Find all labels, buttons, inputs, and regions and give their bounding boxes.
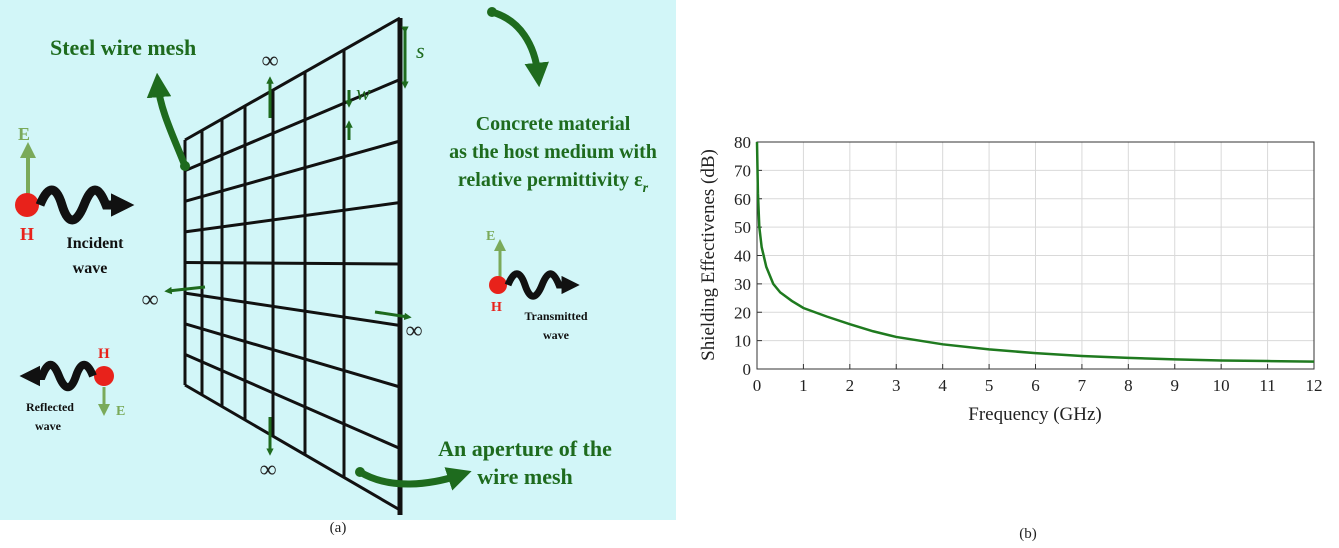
x-tick-label: 2: [846, 376, 855, 395]
host-text: as the host medium with: [449, 141, 657, 163]
x-tick-label: 4: [938, 376, 947, 395]
panel-background: [0, 0, 676, 520]
y-tick-label: 80: [734, 133, 751, 152]
wire-mesh: [183, 16, 403, 515]
h-label: H: [20, 224, 34, 244]
y-axis-label: Shielding Effectivenes (dB): [698, 149, 719, 361]
y-tick-label: 40: [734, 247, 751, 266]
wave-label: Incident: [67, 235, 125, 252]
pointer-arrow: [146, 72, 189, 168]
x-tick-label: 7: [1078, 376, 1087, 395]
pointer-arrow: [358, 467, 472, 491]
caption: (a): [330, 520, 347, 536]
h-field-dot: [94, 366, 114, 386]
host-text: relative permittivity ε: [458, 169, 643, 191]
infinity-label: ∞: [405, 318, 422, 344]
infinity-label: ∞: [259, 457, 276, 483]
infinity-label: ∞: [261, 48, 278, 74]
x-tick-label: 6: [1031, 376, 1040, 395]
width-label: w: [356, 80, 371, 105]
caption: (b): [1019, 526, 1037, 542]
spacing-label: s: [416, 38, 425, 63]
reflected-wave: [19, 360, 97, 392]
incident-wave: [35, 185, 135, 225]
aperture-text: An aperture of the: [438, 436, 612, 461]
y-tick-label: 30: [734, 275, 751, 294]
y-tick-label: 20: [734, 303, 751, 322]
y-tick-label: 70: [734, 161, 751, 180]
x-tick-label: 12: [1306, 376, 1323, 395]
h-field-dot: [15, 193, 39, 217]
x-tick-label: 10: [1213, 376, 1230, 395]
host-subscript: r: [643, 181, 649, 196]
y-tick-label: 0: [743, 360, 752, 379]
x-tick-label: 0: [753, 376, 762, 395]
y-tick-label: 60: [734, 190, 751, 209]
h-label: H: [491, 300, 502, 315]
infinity-label: ∞: [141, 287, 158, 313]
y-tick-label: 50: [734, 218, 751, 237]
wave-label: wave: [543, 328, 570, 342]
host-text: relative permittivity εr: [458, 169, 649, 196]
x-tick-label: 5: [985, 376, 994, 395]
data-line: [755, 141, 1315, 363]
infinity-arrows: [164, 76, 412, 456]
e-label: E: [486, 229, 495, 244]
transmitted-wave: [504, 270, 580, 300]
h-label: H: [98, 346, 110, 362]
spacing-arrow: [345, 26, 409, 140]
wave-label: wave: [73, 260, 108, 277]
wave-label: Reflected: [26, 400, 74, 414]
mesh-label: Steel wire mesh: [50, 35, 196, 60]
x-tick-label: 11: [1259, 376, 1275, 395]
wave-label: Transmitted: [524, 309, 587, 323]
pointer-arrow: [490, 8, 549, 88]
wave-label: wave: [35, 419, 62, 433]
x-tick-label: 3: [892, 376, 901, 395]
x-tick-label: 8: [1124, 376, 1133, 395]
x-tick-label: 9: [1171, 376, 1180, 395]
x-axis-label: Frequency (GHz): [968, 404, 1101, 425]
h-field-dot: [489, 276, 507, 294]
e-label: E: [116, 404, 125, 419]
aperture-text: wire mesh: [477, 464, 573, 489]
x-tick-label: 1: [799, 376, 808, 395]
host-text: Concrete material: [476, 113, 631, 135]
e-label: E: [18, 124, 30, 144]
y-tick-label: 10: [734, 332, 751, 351]
plot-frame: [756, 141, 1315, 370]
